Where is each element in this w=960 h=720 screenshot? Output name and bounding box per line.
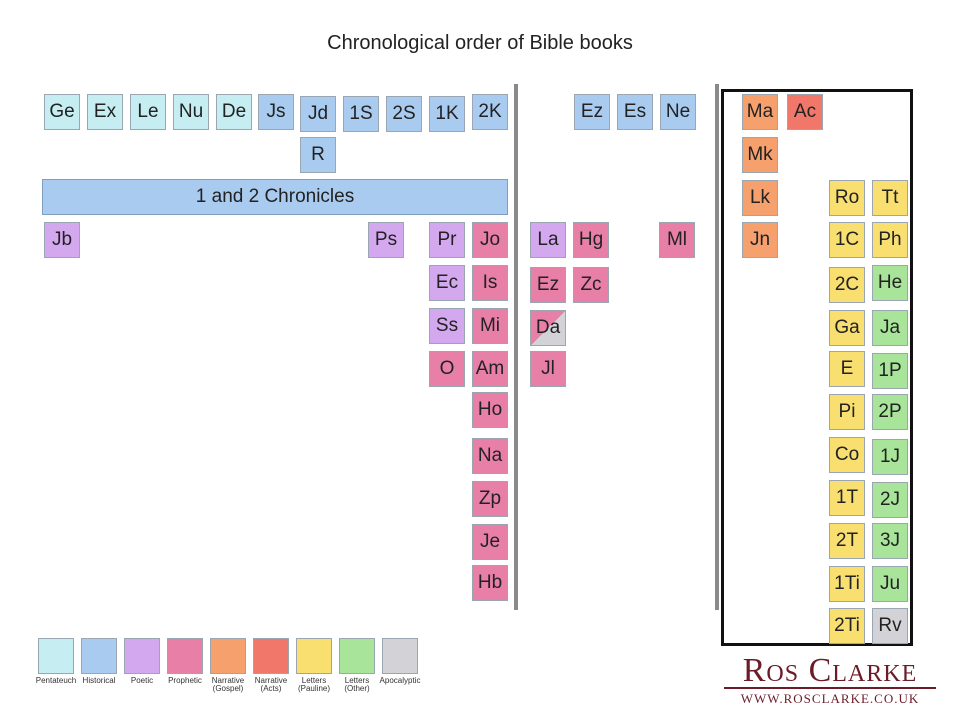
book-tile: Ez — [574, 94, 610, 130]
book-tile: 3J — [872, 523, 908, 559]
brand-divider — [724, 687, 936, 689]
book-tile: Ec — [429, 265, 465, 301]
book-tile: Ju — [872, 566, 908, 602]
book-tile: Nu — [173, 94, 209, 130]
book-tile: 1K — [429, 96, 465, 132]
book-tile: Hg — [573, 222, 609, 258]
book-tile: Ja — [872, 310, 908, 346]
legend-swatch — [296, 638, 332, 674]
book-tile: Na — [472, 438, 508, 474]
book-tile: Ge — [44, 94, 80, 130]
book-tile: Js — [258, 94, 294, 130]
book-tile: Ac — [787, 94, 823, 130]
book-tile: Ez — [530, 267, 566, 303]
legend-label: Narrative (Acts) — [254, 676, 288, 693]
legend-label: Poetic — [130, 676, 154, 685]
page-title: Chronological order of Bible books — [327, 32, 633, 54]
book-tile: 1P — [872, 353, 908, 389]
legend-label: Letters (Pauline) — [297, 676, 330, 693]
legend-label: Apocalyptic — [379, 676, 421, 685]
book-tile: Jl — [530, 351, 566, 387]
book-tile: Pi — [829, 394, 865, 430]
legend-label: Prophetic — [168, 676, 202, 685]
divider-right — [715, 84, 719, 610]
book-tile: Mk — [742, 137, 778, 173]
book-tile: Ne — [660, 94, 696, 130]
book-tile: 2C — [829, 267, 865, 303]
book-tile: Zp — [472, 481, 508, 517]
book-tile: Is — [472, 265, 508, 301]
book-tile: La — [530, 222, 566, 258]
book-tile: Ml — [659, 222, 695, 258]
book-tile: Le — [130, 94, 166, 130]
legend-swatch — [167, 638, 203, 674]
book-tile: R — [300, 137, 336, 173]
brand-name: Ros Clarke — [742, 652, 918, 689]
legend-swatch — [124, 638, 160, 674]
book-tile: 2P — [872, 394, 908, 430]
book-tile: Da — [530, 310, 566, 346]
book-tile: Ph — [872, 222, 908, 258]
legend-swatch — [81, 638, 117, 674]
book-tile: 2J — [872, 482, 908, 518]
book-tile: 2Ti — [829, 608, 865, 644]
legend-swatch — [38, 638, 74, 674]
book-tile: Zc — [573, 267, 609, 303]
book-tile: Je — [472, 524, 508, 560]
book-tile: O — [429, 351, 465, 387]
book-tile: E — [829, 351, 865, 387]
brand-url: WWW.ROSCLARKE.CO.UK — [740, 691, 920, 706]
book-tile: 2K — [472, 94, 508, 130]
divider-left — [514, 84, 518, 610]
book-tile: 1Ti — [829, 566, 865, 602]
book-tile: Jn — [742, 222, 778, 258]
book-tile: Ho — [472, 392, 508, 428]
book-tile: 2T — [829, 523, 865, 559]
book-tile: Jd — [300, 96, 336, 132]
book-tile: Lk — [742, 180, 778, 216]
book-tile: Co — [829, 437, 865, 473]
book-tile: 1C — [829, 222, 865, 258]
legend-swatch — [253, 638, 289, 674]
book-tile: Hb — [472, 565, 508, 601]
legend-swatch — [210, 638, 246, 674]
book-tile: 2S — [386, 96, 422, 132]
legend-swatch — [339, 638, 375, 674]
book-tile: Mi — [472, 308, 508, 344]
book-tile: 1S — [343, 96, 379, 132]
book-tile: Es — [617, 94, 653, 130]
book-tile: Ex — [87, 94, 123, 130]
book-tile: Jo — [472, 222, 508, 258]
book-tile: He — [872, 265, 908, 301]
book-tile: Am — [472, 351, 508, 387]
chronicles-bar: 1 and 2 Chronicles — [42, 179, 508, 215]
book-tile: Ma — [742, 94, 778, 130]
book-tile: 1T — [829, 480, 865, 516]
book-tile: Rv — [872, 608, 908, 644]
book-tile: 1J — [872, 439, 908, 475]
book-tile: Ga — [829, 310, 865, 346]
legend-label: Historical — [82, 676, 116, 685]
book-tile: Tt — [872, 180, 908, 216]
legend-label: Narrative (Gospel) — [211, 676, 245, 693]
book-tile: Ps — [368, 222, 404, 258]
book-tile: Ro — [829, 180, 865, 216]
book-tile: Pr — [429, 222, 465, 258]
book-tile: De — [216, 94, 252, 130]
new-testament-box — [721, 89, 913, 646]
legend-label: Pentateuch — [35, 676, 77, 685]
legend-swatch — [382, 638, 418, 674]
legend-label: Letters (Other) — [344, 676, 370, 693]
book-tile: Jb — [44, 222, 80, 258]
book-tile: Ss — [429, 308, 465, 344]
